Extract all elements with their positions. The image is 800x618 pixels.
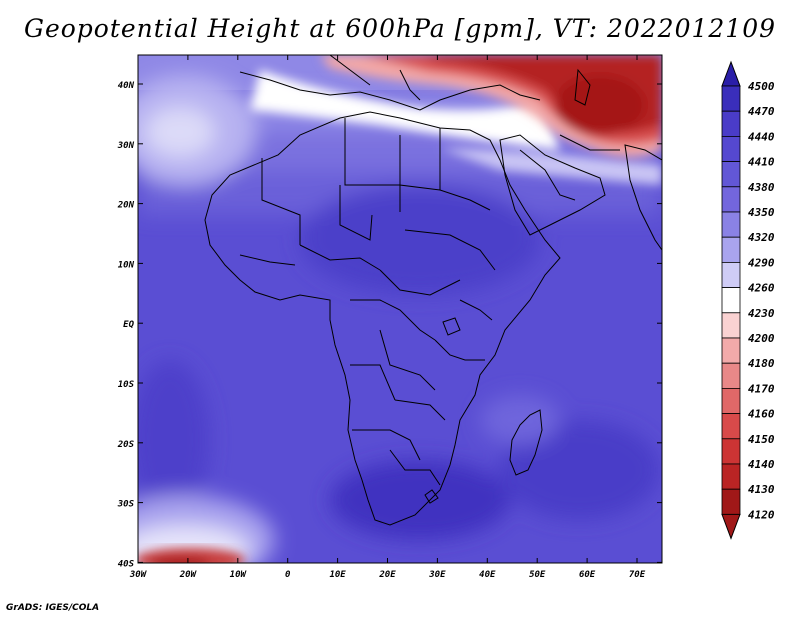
colorbar-label: 4180: [748, 357, 775, 370]
colorbar-swatch: [721, 110, 741, 137]
colorbar-swatch: [721, 135, 741, 162]
colorbar-label: 4320: [748, 231, 775, 244]
colorbar-swatch: [721, 186, 741, 213]
lat-label-eq: EQ: [123, 320, 134, 330]
colorbar-label: 4140: [748, 458, 775, 471]
colorbar-swatch: [721, 85, 741, 112]
lon-label-60e: 60E: [579, 570, 596, 580]
lat-label-10s: 10S: [118, 380, 135, 390]
colorbar-label: 4170: [748, 382, 775, 395]
coastlines: [204, 55, 662, 526]
plot-frame: [137, 54, 663, 564]
lon-label-10w: 10W: [230, 570, 248, 580]
colorbar-swatch: [721, 438, 741, 465]
colorbar-label: 4380: [748, 181, 775, 194]
grads-credit: GrADS: IGES/COLA: [6, 603, 100, 613]
lon-label-50e: 50E: [529, 570, 546, 580]
lon-label-0: 0: [285, 570, 291, 580]
colorbar-label: 4410: [748, 156, 775, 169]
colorbar-label: 4500: [748, 80, 775, 93]
colorbar-label: 4470: [748, 105, 775, 118]
colorbar-swatch: [721, 463, 741, 490]
map-title: Geopotential Height at 600hPa [gpm], VT:…: [23, 14, 777, 43]
colorbar-label: 4290: [748, 256, 775, 269]
colorbar-label: 4200: [748, 332, 775, 345]
colorbar-bottom-arrow: [721, 513, 741, 540]
colorbar-swatch: [721, 488, 741, 515]
colorbar-swatch: [721, 287, 741, 314]
colorbar-swatch: [721, 211, 741, 238]
colorbar-label: 4150: [748, 433, 775, 446]
lon-label-40e: 40E: [479, 570, 496, 580]
lon-label-30e: 30E: [428, 570, 446, 580]
colorbar-swatch: [721, 236, 741, 263]
colorbar-swatch: [721, 362, 741, 389]
colorbar-swatch: [721, 413, 741, 440]
colorbar-label: 4120: [748, 508, 775, 521]
lat-label-20s: 20S: [117, 440, 135, 450]
lat-label-10n: 10N: [118, 260, 135, 270]
colorbar-label: 4260: [748, 282, 775, 295]
colorbar: 4500 4470 4440 4410 4380 4350 4320 4290 4260 4230…: [721, 60, 775, 540]
colorbar-swatch: [721, 312, 741, 339]
lat-label-40n: 40N: [118, 81, 135, 91]
colorbar-swatch: [721, 161, 741, 188]
colorbar-label: 4440: [748, 130, 775, 143]
colorbar-top-arrow: [721, 60, 741, 87]
height-field: [138, 55, 662, 563]
colorbar-label: 4230: [748, 307, 775, 320]
lat-label-30n: 30N: [117, 141, 135, 151]
colorbar-swatch: [721, 337, 741, 364]
colorbar-swatch: [721, 261, 741, 288]
lat-label-30s: 30S: [117, 500, 135, 510]
colorbar-swatch: [721, 387, 741, 414]
lat-label-40s: 40S: [118, 559, 135, 569]
lon-label-30w: 30W: [129, 570, 148, 580]
lon-label-20w: 20W: [179, 570, 198, 580]
lat-label-20n: 20N: [117, 201, 135, 211]
colorbar-label: 4350: [748, 206, 775, 219]
colorbar-label: 4160: [748, 408, 775, 421]
lon-label-20e: 20E: [378, 570, 396, 580]
lon-label-10e: 10E: [329, 570, 346, 580]
colorbar-label: 4130: [748, 483, 775, 496]
lon-label-70e: 70E: [629, 570, 646, 580]
